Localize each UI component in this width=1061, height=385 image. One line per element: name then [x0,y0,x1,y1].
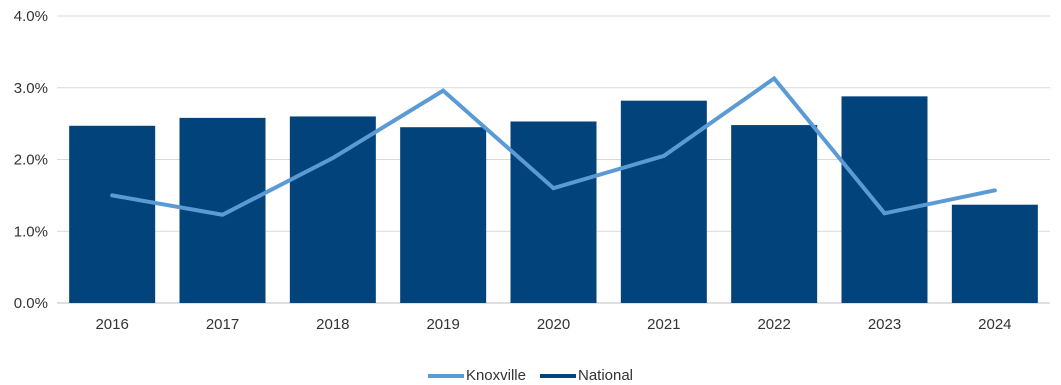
legend-swatch-knoxville [427,373,464,378]
y-tick-label: 3.0% [14,80,48,97]
national-bars [69,96,1038,304]
bar-national-2021 [620,100,707,303]
x-tick-label: 2021 [647,316,680,333]
legend: Knoxville National [0,366,1061,385]
y-axis-tick-labels: 0.0% 1.0% 2.0% 3.0% 4.0% [14,8,48,312]
y-tick-label: 1.0% [14,223,48,240]
bar-national-2024 [951,204,1038,303]
x-axis-tick-labels: 2016 2017 2018 2019 2020 2021 2022 2023 2024 [95,316,1011,333]
bar-national-2016 [69,125,156,303]
bar-national-2022 [731,125,818,303]
bar-national-2018 [289,116,376,303]
y-tick-label: 4.0% [14,8,48,25]
legend-label-national: National [577,367,634,384]
x-tick-label: 2022 [757,316,790,333]
legend-label-knoxville: Knoxville [465,367,526,384]
x-tick-label: 2017 [206,316,239,333]
x-tick-label: 2019 [426,316,459,333]
x-tick-label: 2024 [978,316,1011,333]
y-tick-label: 2.0% [14,152,48,169]
legend-item-national: National [539,367,634,384]
x-tick-label: 2016 [95,316,128,333]
bar-national-2019 [400,127,487,304]
bar-national-2020 [510,121,597,303]
x-tick-label: 2023 [868,316,901,333]
knoxville-line-layer [110,75,997,217]
x-tick-label: 2018 [316,316,349,333]
x-tick-label: 2020 [537,316,570,333]
legend-swatch-national [539,373,576,378]
bar-national-2023 [841,96,928,303]
y-tick-label: 0.0% [14,295,48,312]
legend-item-knoxville: Knoxville [427,367,526,384]
chart: 0.0% 1.0% 2.0% 3.0% 4.0% 2016 2017 2018 2019 202… [14,8,1050,333]
